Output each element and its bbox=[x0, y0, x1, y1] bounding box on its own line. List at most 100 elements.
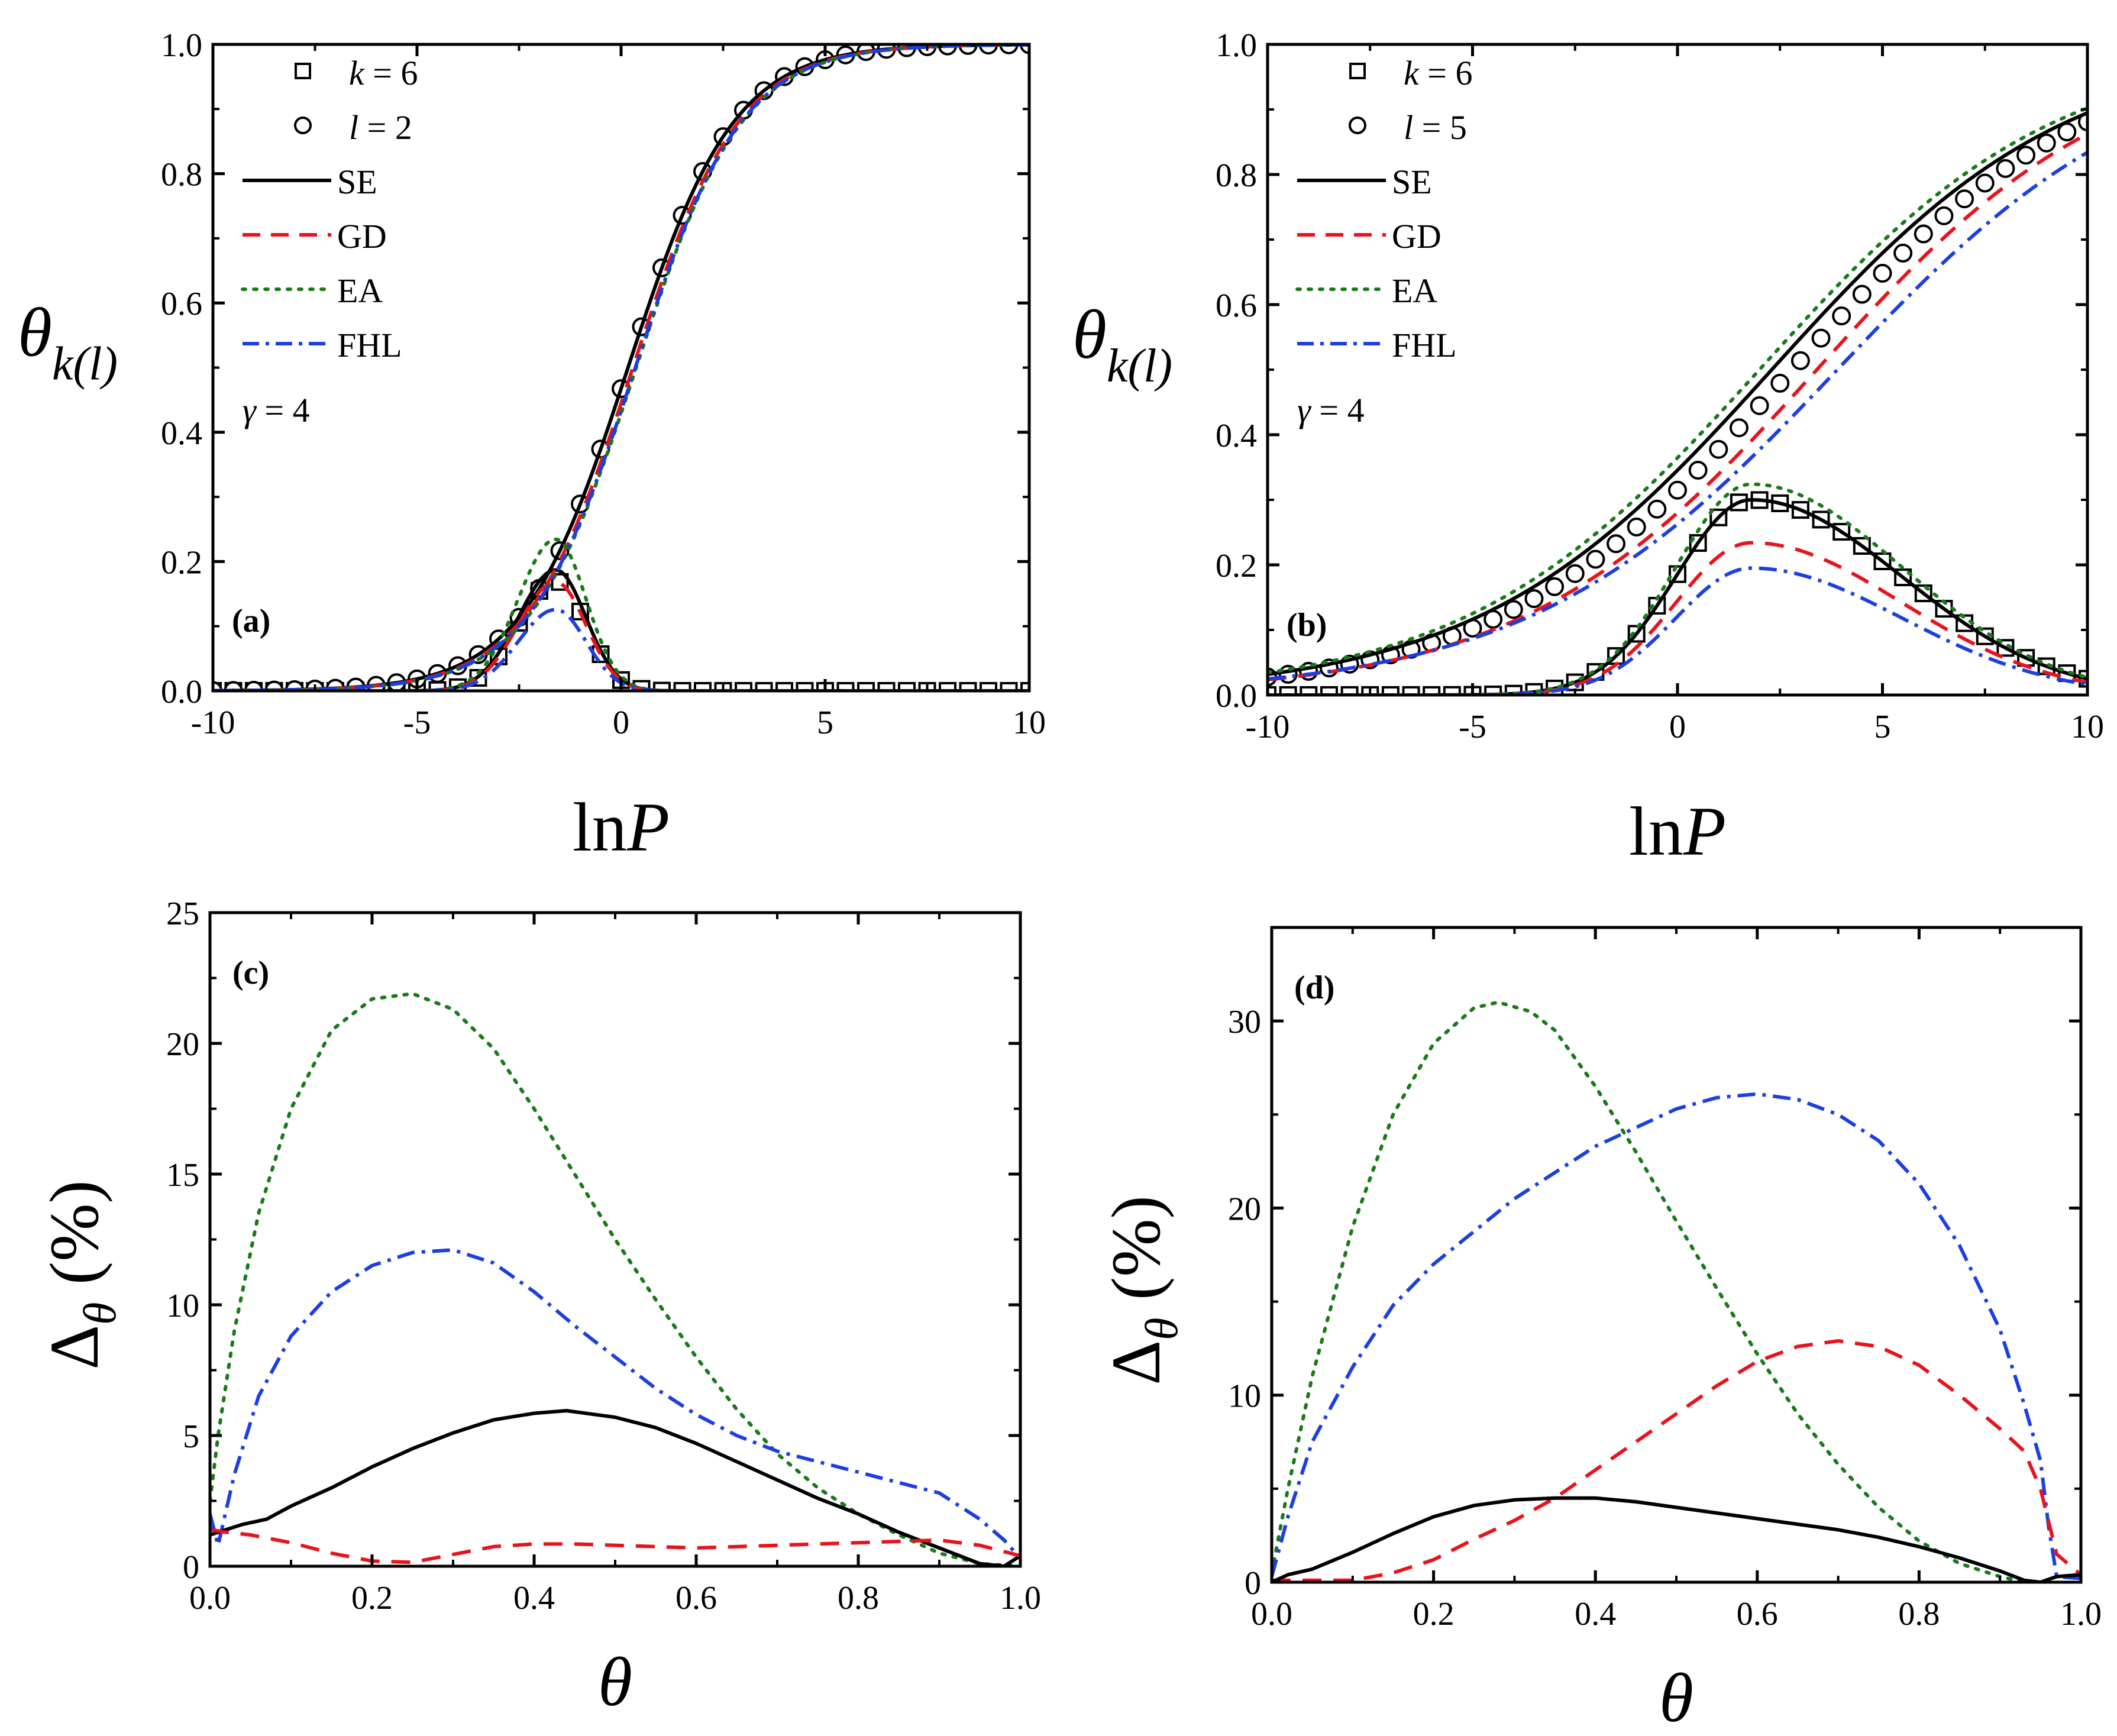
panel-b-marker-l-16 bbox=[1586, 549, 1605, 569]
panel-d-xtick-label-4: 0.8 bbox=[1898, 1596, 1940, 1632]
panel-b-legend-0-marker bbox=[1349, 63, 1366, 79]
panel-d-series bbox=[1272, 1000, 2081, 1582]
panel-a-xtick-label-4: 10 bbox=[1013, 704, 1046, 741]
panel-a-legend-1-label-rest: = 2 bbox=[358, 108, 412, 147]
panel-b-panel-label: (b) bbox=[1287, 607, 1327, 644]
panel-c-ytick-label-2: 10 bbox=[166, 1288, 199, 1324]
panel-a-legend-4-label: EA bbox=[337, 271, 383, 310]
panel-d-ytick-label-0: 0 bbox=[1245, 1565, 1261, 1602]
panel-b-marker-l-30 bbox=[1873, 263, 1892, 283]
panel-b-marker-l-28 bbox=[1832, 306, 1851, 326]
panel-a-xlabel-ln: ln bbox=[573, 788, 627, 866]
panel-b-marker-l-33 bbox=[1934, 206, 1954, 225]
panel-c-line-gd bbox=[210, 1528, 1020, 1564]
panel-a-legend-1-label: l = 2 bbox=[349, 108, 412, 147]
panel-a-legend-0-marker bbox=[295, 63, 311, 79]
panel-a-xtick-label-3: 5 bbox=[817, 704, 833, 741]
panel-a-ytick-label-1: 0.2 bbox=[161, 544, 202, 581]
panel-a-marker-k-36 bbox=[939, 682, 956, 691]
panel-a-ylabel: θk(l) bbox=[18, 294, 118, 390]
panel-b-marker-l-18 bbox=[1627, 518, 1646, 537]
panel-b-line-gd-k bbox=[1268, 541, 2087, 695]
panel-d-axis-labels: θΔθ (%) bbox=[1097, 1195, 1693, 1736]
panel-a-ytick-label-4: 0.8 bbox=[161, 157, 202, 193]
panel-a-xtick-label-2: 0 bbox=[613, 704, 629, 741]
panel-b-xtick-label-0: -10 bbox=[1246, 709, 1290, 745]
panel-d-panel-label: (d) bbox=[1294, 969, 1334, 1006]
panel-a-legend-2-label: SE bbox=[337, 163, 377, 201]
panel-b-marker-l-20 bbox=[1668, 480, 1687, 500]
panel-a-gamma-label: γ = 4 bbox=[243, 391, 310, 429]
panel-a-ytick-label-5: 1.0 bbox=[161, 27, 202, 64]
panel-b-gamma-var: γ bbox=[1297, 391, 1312, 429]
panel-c-ytick-label-5: 25 bbox=[166, 896, 199, 932]
panel-a-marker-k-37 bbox=[959, 682, 977, 691]
panel-b-xtick-label-1: -5 bbox=[1459, 709, 1486, 745]
panel-c-xtick-label-4: 0.8 bbox=[838, 1580, 879, 1617]
panel-b-legend-5-label: FHL bbox=[1392, 326, 1457, 364]
panel-b-legend-0-label: k = 6 bbox=[1404, 54, 1472, 92]
panel-a-legend-0-label-rest: = 6 bbox=[364, 54, 418, 92]
panel-a-marker-k-38 bbox=[980, 682, 997, 691]
panel-a-marker-k-28 bbox=[775, 682, 793, 691]
panel-a-marker-k-34 bbox=[898, 682, 916, 691]
panel-b-marker-l-25 bbox=[1770, 373, 1790, 393]
panel-d-xtick-label-0: 0.0 bbox=[1251, 1596, 1292, 1632]
panel-c-ytick-label-0: 0 bbox=[183, 1549, 199, 1586]
panel-b-ylabel-sub: k(l) bbox=[1107, 340, 1172, 392]
panel-b-ytick-label-1: 0.2 bbox=[1216, 548, 1257, 584]
panel-a-legend-0-label: k = 6 bbox=[349, 54, 418, 92]
panel-a-xlabel: lnP bbox=[573, 788, 670, 866]
panel-d-ylabel: Δθ (%) bbox=[1097, 1195, 1187, 1385]
panel-c-panel-label: (c) bbox=[232, 955, 269, 991]
panel-d-xtick-label-2: 0.4 bbox=[1575, 1596, 1616, 1632]
panel-d-line-ea bbox=[1272, 1000, 2026, 1582]
panel-b-marker-l-29 bbox=[1852, 285, 1872, 304]
panel-b-legend-0-label-var: k bbox=[1404, 54, 1420, 92]
panel-d-ytick-label-1: 10 bbox=[1228, 1378, 1261, 1415]
panel-b-xlabel-ln: ln bbox=[1629, 793, 1683, 870]
panel-b-marker-l-38 bbox=[2037, 133, 2056, 153]
panel-b-legend-1-label-var: l bbox=[1404, 108, 1413, 147]
panel-a-ytick-label-3: 0.6 bbox=[161, 286, 202, 322]
panel-b-legend-0-label-rest: = 6 bbox=[1419, 54, 1473, 92]
panel-b-line-fhl-k bbox=[1268, 566, 2087, 695]
panel-b-marker-l-31 bbox=[1893, 243, 1913, 263]
panel-c-axes: 0.0 0.2 0.4 0.6 0.8 1.0 0 5 10 15 20 25 bbox=[166, 896, 1041, 1617]
panel-b-line-ea-k bbox=[1268, 482, 2087, 695]
panel-c-xlabel: θ bbox=[598, 1643, 632, 1721]
panel-d-line-se bbox=[1272, 1496, 2081, 1582]
panel-a-marker-k-31 bbox=[836, 682, 855, 691]
panel-d-annotations: (d) bbox=[1294, 969, 1334, 1006]
panel-a-xtick-label-0: -10 bbox=[191, 704, 235, 741]
panel-a-panel-label: (a) bbox=[232, 603, 270, 639]
panel-b-legend-1-label-rest: = 5 bbox=[1413, 108, 1467, 147]
panel-c-annotations: (c) bbox=[232, 955, 269, 991]
panel-b-marker-l-17 bbox=[1607, 534, 1626, 554]
panel-b-marker-k-2 bbox=[1300, 686, 1318, 695]
panel-b-legend-2-label: SE bbox=[1392, 163, 1432, 201]
panel-c-xtick-label-0: 0.0 bbox=[189, 1580, 231, 1617]
panel-a-legend-0-label-var: k bbox=[349, 54, 365, 92]
panel-b-line-se-l bbox=[1268, 111, 2087, 676]
panel-a-ylabel-theta: θ bbox=[18, 294, 52, 371]
panel-d-ytick-label-3: 30 bbox=[1228, 1004, 1261, 1040]
panel-b-xtick-label-3: 5 bbox=[1874, 709, 1891, 745]
panel-d-ylabel-sub: θ bbox=[1136, 1318, 1187, 1340]
panel-a-legend-1-marker bbox=[294, 117, 312, 134]
panel-b-axes: -10 -5 0 5 10 0.0 0.2 0.4 0.6 0.8 1.0 bbox=[1216, 27, 2104, 745]
panel-c-xtick-label-2: 0.4 bbox=[513, 1580, 555, 1617]
panel-d-ylabel-unit: (%) bbox=[1097, 1195, 1175, 1317]
panel-b-marker-l-23 bbox=[1729, 418, 1748, 438]
panel-b-marker-l-35 bbox=[1975, 173, 1995, 193]
panel-b-ytick-label-3: 0.6 bbox=[1216, 287, 1257, 324]
panel-c-xtick-label-3: 0.6 bbox=[675, 1580, 717, 1617]
panel-b-line-gd-l bbox=[1268, 132, 2087, 681]
panel-d-line-gd bbox=[1272, 1339, 2081, 1582]
